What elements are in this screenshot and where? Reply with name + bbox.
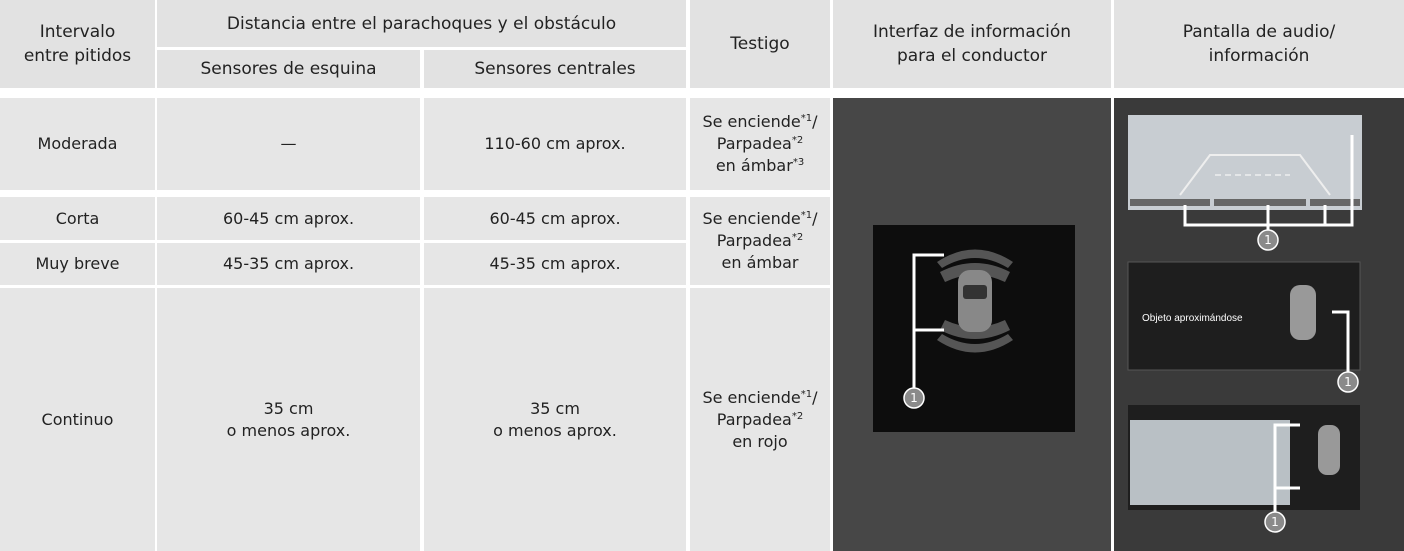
- text-line: Parpadea*2: [717, 230, 803, 252]
- text-line: Se enciende*1/: [702, 208, 817, 230]
- leader: [1332, 310, 1350, 372]
- car: [958, 270, 992, 332]
- text-line: o menos aprox.: [493, 420, 617, 440]
- text-line: Sensores centrales: [474, 59, 636, 79]
- text-line: en rojo: [732, 431, 787, 453]
- guide-lines: [1179, 154, 1331, 196]
- corner-cell: 45-35 cm aprox.: [157, 243, 420, 285]
- header-cell: Sensores de esquina: [157, 50, 420, 88]
- overlay-text: Objeto aproximándose: [1142, 313, 1243, 324]
- testigo-cell: Se enciende*1/Parpadea*2 en ámbar*3: [690, 98, 830, 190]
- text-line: Intervalo: [39, 22, 116, 42]
- text-line: Interfaz de información: [872, 22, 1072, 42]
- text-line: para el conductor: [896, 46, 1048, 66]
- header-cell: Pantalla de audio/información: [1114, 0, 1404, 88]
- footnote-ref: *3: [792, 157, 805, 168]
- leader: [912, 253, 944, 392]
- text-line: 110-60 cm aprox.: [484, 134, 626, 153]
- text-line: Parpadea*2: [717, 133, 803, 155]
- text-line: información: [1208, 46, 1310, 66]
- callout-number: 1: [1344, 375, 1352, 389]
- text: /: [812, 112, 818, 131]
- header-cell: Sensores centrales: [424, 50, 686, 88]
- footnote-ref: *2: [791, 232, 804, 243]
- text: en ámbar: [715, 156, 793, 175]
- text: /: [812, 387, 818, 407]
- sensor-screen: [1127, 261, 1361, 371]
- text-line: 45-35 cm aprox.: [222, 254, 355, 273]
- text-line: Pantalla de audio/: [1182, 22, 1336, 42]
- testigo-cell: Se enciende*1/Parpadea*2 en rojo: [690, 288, 830, 551]
- text-line: Sensores de esquina: [200, 59, 377, 79]
- callout: 1: [1264, 511, 1286, 533]
- text: Parpadea: [716, 409, 792, 429]
- header-cell: Intervalo entre pitidos: [0, 0, 155, 88]
- central-cell: 60-45 cm aprox.: [424, 197, 686, 240]
- callout: 1: [1257, 229, 1279, 251]
- header-cell: Testigo: [690, 0, 830, 88]
- interval-cell: Corta: [0, 197, 155, 240]
- callout-number: 1: [1271, 515, 1279, 529]
- text: Se enciende: [702, 209, 801, 228]
- text: en rojo: [732, 431, 788, 451]
- car: [1318, 425, 1340, 475]
- callout-number: 1: [910, 391, 918, 405]
- text-line: Testigo: [730, 34, 790, 54]
- text-line: en ámbar: [722, 252, 799, 274]
- text-line: Continuo: [41, 409, 114, 429]
- text-line: Muy breve: [35, 254, 120, 273]
- text-line: 35 cm: [530, 398, 580, 418]
- text: /: [812, 209, 818, 228]
- callout-number: 1: [1264, 233, 1272, 247]
- central-cell: 35 cm o menos aprox.: [424, 288, 686, 551]
- text-line: Parpadea*2: [717, 409, 803, 431]
- text-line: 45-35 cm aprox.: [489, 254, 621, 273]
- testigo-cell: Se enciende*1/Parpadea*2 en ámbar: [690, 197, 830, 285]
- text-line: Moderada: [37, 134, 118, 153]
- text-line: —: [280, 134, 297, 153]
- callout: 1: [1337, 371, 1359, 393]
- text-line: 60-45 cm aprox.: [222, 208, 355, 228]
- interval-cell: Muy breve: [0, 243, 155, 285]
- text-line: en ámbar*3: [716, 155, 804, 177]
- callout: 1: [903, 387, 925, 409]
- camera-screen: [1128, 115, 1362, 210]
- footnote-ref: *1: [800, 113, 813, 124]
- footnote-ref: *2: [791, 135, 804, 146]
- interval-cell: Continuo: [0, 288, 155, 551]
- text-line: Se enciende*1/: [702, 387, 817, 409]
- text: Se enciende: [702, 387, 801, 407]
- footnote-ref: *1: [800, 210, 813, 221]
- corner-cell: —: [157, 98, 420, 190]
- text-line: entre pitidos: [23, 46, 132, 66]
- text-line: Se enciende*1/: [702, 111, 817, 133]
- text: Parpadea: [716, 231, 792, 250]
- car: [1290, 285, 1316, 340]
- camera-view: [1130, 420, 1290, 505]
- central-cell: 45-35 cm aprox.: [424, 243, 686, 285]
- text: Parpadea: [716, 134, 792, 153]
- footnote-ref: *2: [791, 410, 804, 422]
- text-line: Distancia entre el parachoques y el obst…: [226, 13, 617, 34]
- car-window: [963, 285, 987, 299]
- text-line: o menos aprox.: [226, 420, 351, 440]
- text-line: 35 cm: [263, 398, 314, 418]
- leader: [1273, 423, 1300, 512]
- header-cell: Interfaz de información para el conductor: [833, 0, 1111, 88]
- corner-cell: 35 cm o menos aprox.: [157, 288, 420, 551]
- text: en ámbar: [721, 253, 799, 272]
- footnote-ref: *1: [800, 388, 813, 400]
- text: Se enciende: [702, 112, 801, 131]
- interval-cell: Moderada: [0, 98, 155, 190]
- text-line: Corta: [55, 208, 100, 228]
- sensor-bar: [1130, 199, 1360, 206]
- corner-cell: 60-45 cm aprox.: [157, 197, 420, 240]
- central-cell: 110-60 cm aprox.: [424, 98, 686, 190]
- text-line: 60-45 cm aprox.: [489, 208, 621, 228]
- header-cell: Distancia entre el parachoques y el obst…: [157, 0, 686, 47]
